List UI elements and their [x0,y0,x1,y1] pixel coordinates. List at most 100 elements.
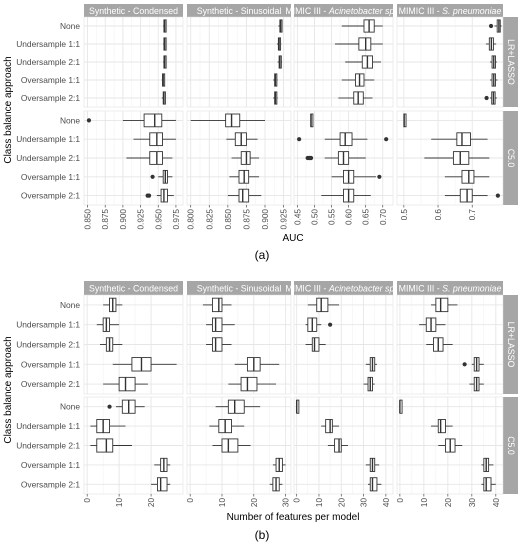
box-iqr [149,151,163,165]
x-tick-label: 0 [396,498,405,503]
x-tick-label: 0.65 [362,209,371,225]
box-iqr [461,169,475,184]
category-label: None [60,300,80,310]
facet-strip-label: MIMIC III - Acinetobacter spp. [285,284,401,294]
x-tick-label: 0.55 [328,209,337,225]
figure-caption: (a) [255,248,270,262]
outlier-point [107,404,112,409]
x-tick-label: 20 [444,498,453,508]
figure-caption: (b) [255,528,270,542]
box-iqr [96,438,114,453]
x-tick-label: 0.925 [280,209,289,230]
facet-strip-column [397,4,503,17]
x-tick-label: 0 [293,498,302,503]
x-tick-label: 10 [420,498,429,508]
x-tick-label: 0.900 [119,209,128,230]
x-tick-label: 10 [218,498,227,508]
facet-strip-row-label: LR+LASSO [506,39,516,85]
x-tick-label: 0 [186,498,195,503]
outlier-point [150,174,155,179]
facet-strip-label: Synthetic - Sinusoidal [197,284,282,294]
category-label: Oversample 2:1 [21,93,80,103]
x-tick-label: 0.850 [224,209,233,230]
x-tick-label: 0.6 [434,209,443,221]
category-label: Undersample 2:1 [16,153,80,163]
box-iqr [221,438,239,453]
facet-strip-row [503,17,518,107]
outlier-point [495,193,500,198]
facet-strip-column [294,4,393,17]
box-iqr [316,297,329,313]
category-label: Oversample 1:1 [21,460,80,470]
category-label: Oversample 2:1 [21,479,80,489]
facet-strip-column [397,281,503,295]
box-iqr [369,477,378,492]
box-iqr [435,297,449,313]
box-iqr [339,132,353,147]
facet-strip-column [187,4,291,17]
box-iqr [459,188,473,203]
x-tick-label: 30 [468,498,477,508]
box-iqr [143,113,163,128]
category-label: Undersample 1:1 [16,39,80,49]
x-tick-label: 30 [360,498,369,508]
y-axis-title: Class balance approach [3,56,14,163]
x-tick-label: 20 [250,498,259,508]
box-iqr [456,132,471,147]
facet-strip-label: MIMIC III - S. pneumoniae [399,6,502,16]
x-tick-label: 20 [147,498,156,508]
outlier-point [308,155,314,161]
x-tick-label: 0.975 [172,209,181,230]
facet-strip-column [84,4,183,17]
facet-strip-label: MIMIC III - Acinetobacter spp. [285,6,401,16]
facet-strip-label-species: Acinetobacter spp. [328,6,402,16]
x-tick-label: 30 [282,498,291,508]
outlier-point [377,174,382,179]
outlier-point [488,23,494,29]
y-axis-title: Class balance approach [3,336,14,443]
category-label: Oversample 1:1 [21,172,80,182]
x-tick-label: 0.875 [101,209,110,230]
x-tick-label: 10 [315,498,324,508]
facet-strip-label: MIMIC III - S. pneumoniae [399,284,502,294]
x-tick-label: 10 [115,498,124,508]
x-tick-label: 20 [337,498,346,508]
category-label: None [60,402,80,412]
category-label: None [60,115,80,125]
box-iqr [437,419,446,434]
facet-strip-row [503,397,518,494]
facet-strip-column [84,281,183,295]
facet-strip-label-prefix: MIMIC III - [399,284,443,294]
outlier-point [462,362,467,367]
category-label: Oversample 2:1 [21,191,80,201]
category-label: Oversample 1:1 [21,359,80,369]
x-tick-label: 0.45 [293,209,302,225]
facet-strip-label-prefix: MIMIC III - [399,6,443,16]
facet-strip-label-species: Acinetobacter spp. [328,284,402,294]
facet-strip-label-prefix: MIMIC III - [285,6,329,16]
box-iqr [238,188,250,203]
x-tick-label: 40 [492,498,501,508]
x-tick-label: 0.70 [379,209,388,225]
x-axis-title: Number of features per model [227,512,360,523]
box-iqr [211,297,223,313]
box-iqr [483,477,492,492]
box-iqr [149,132,163,147]
facet-strip-label-species: S. pneumoniae [442,6,501,16]
box-iqr [358,37,372,51]
box-iqr [334,438,342,453]
outlier-point [384,137,389,142]
x-tick-label: 40 [382,498,391,508]
facet-strip-row [503,295,518,394]
x-tick-label: 0.950 [154,209,163,230]
category-label: Undersample 2:1 [16,57,80,67]
facet-strip-label: Synthetic - Condensed [89,284,178,294]
x-tick-label: 0.875 [242,209,251,230]
x-axis-title: AUC [282,233,303,244]
facet-strip-label: Synthetic - Condensed [89,6,178,16]
box-iqr [157,477,168,492]
x-tick-label: 0.900 [261,209,270,230]
box-iqr [325,419,333,434]
outlier-point [328,322,333,327]
x-tick-label: 0.825 [205,209,214,230]
